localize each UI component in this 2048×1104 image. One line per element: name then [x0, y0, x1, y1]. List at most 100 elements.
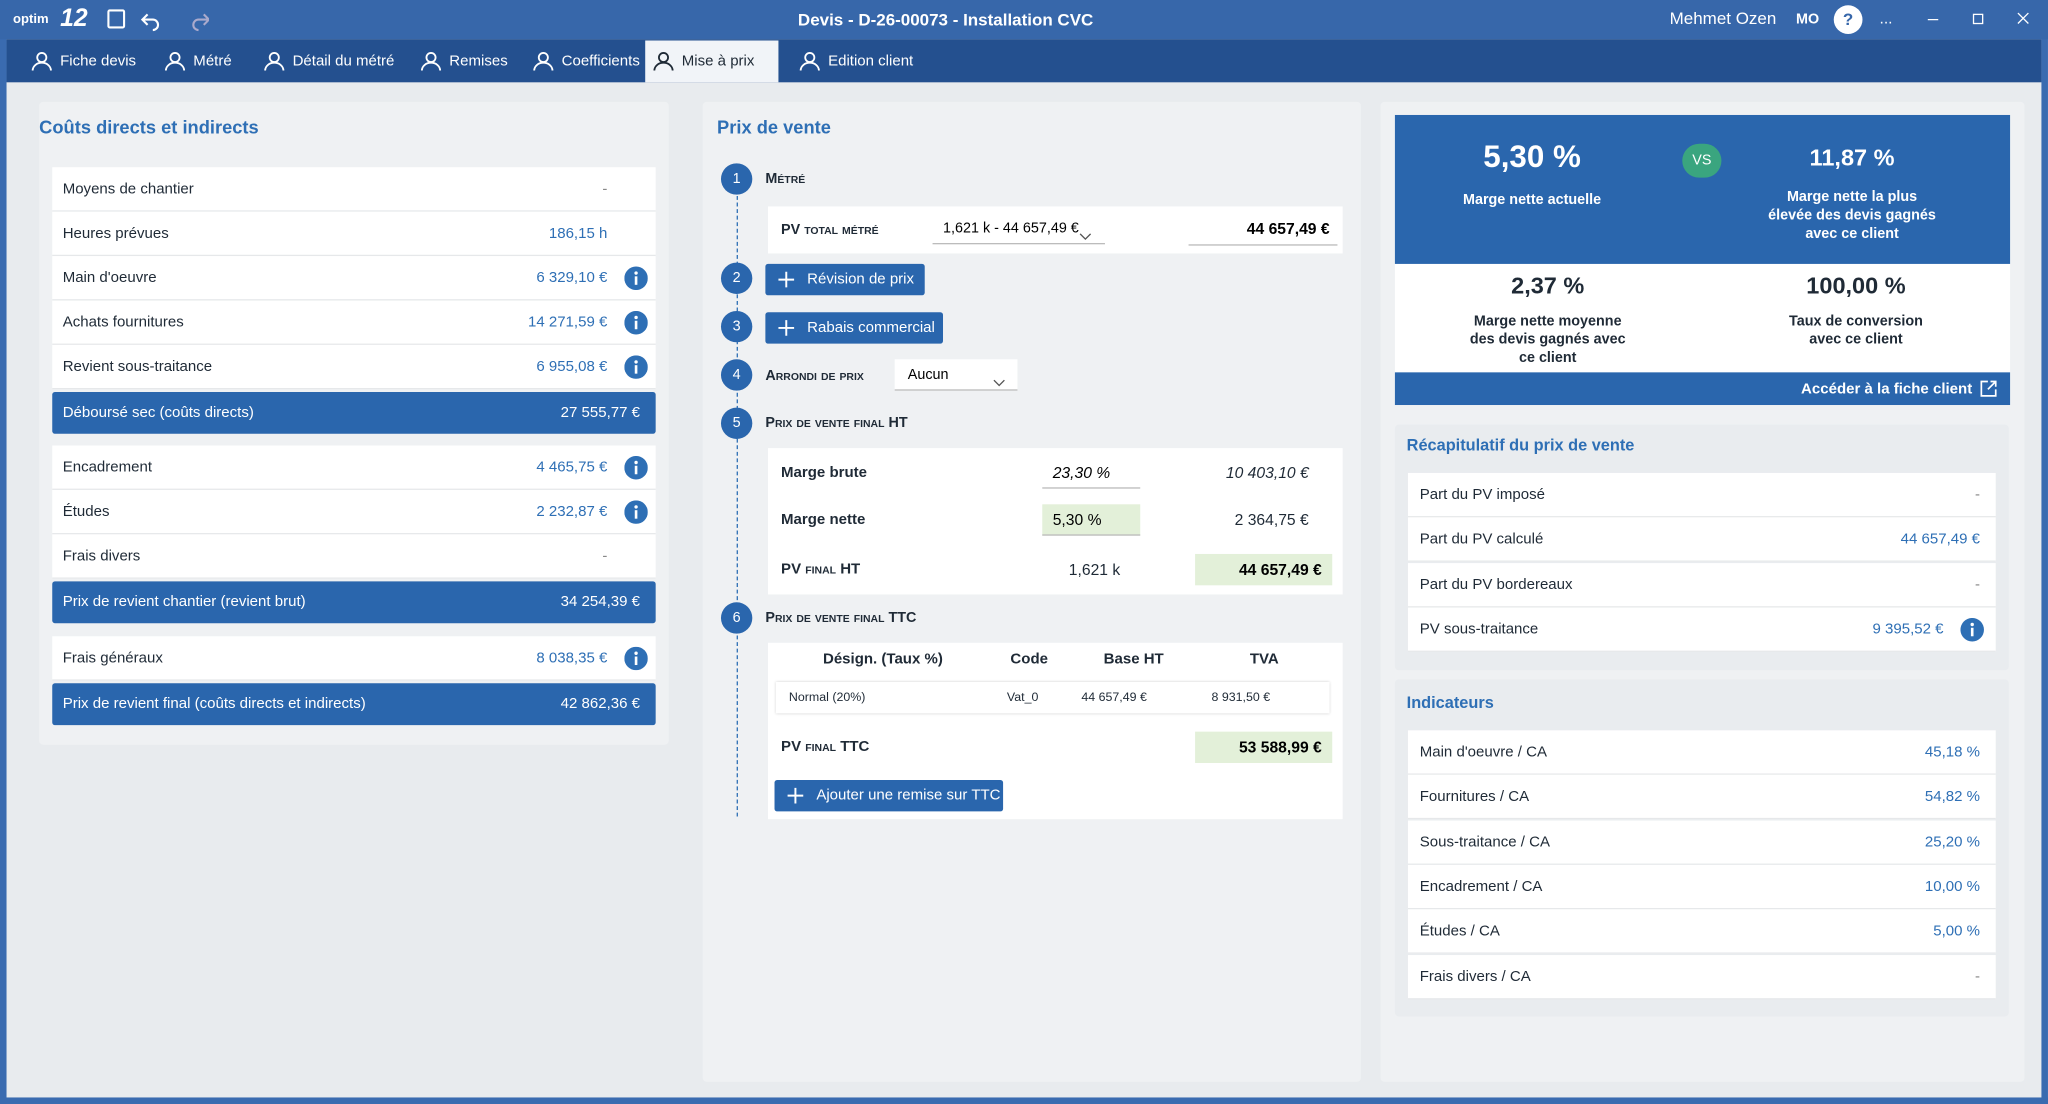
cost-row [52, 445, 656, 490]
tab[interactable]: Coefficients [525, 41, 640, 83]
row-value: 10,00 % [1924, 879, 1981, 895]
section-title: Prix de vente [717, 116, 831, 138]
tab-icon [653, 51, 674, 72]
tab[interactable]: Fiche devis [24, 41, 147, 83]
row-label: Encadrement / CA [1419, 879, 1543, 895]
tab-label: Détail du métré [292, 53, 395, 70]
row-input: 1,621 k [1068, 560, 1121, 579]
button[interactable]: Ajouter une remise sur TTC [774, 779, 1004, 812]
plus-icon [777, 270, 795, 288]
tab-icon [533, 51, 554, 72]
info-icon[interactable] [624, 310, 648, 335]
tab-icon [799, 51, 820, 72]
tab-icon [31, 51, 52, 72]
chevron [993, 371, 1006, 387]
dropdown[interactable]: Aucun [894, 359, 1018, 391]
row-label: Frais divers / CA [1419, 968, 1531, 985]
dropdown[interactable]: 1,621 k - 44 657,49 € [932, 212, 1105, 245]
info-icon[interactable] [1960, 617, 1984, 642]
kpi-value: 11,87 % [1809, 144, 1895, 171]
cost-row [52, 489, 656, 535]
info-icon[interactable] [624, 266, 648, 291]
window-title: Devis - D-26-00073 - Installation CVC [797, 9, 1094, 30]
button-label: Rabais commercial [807, 320, 935, 336]
total-row [52, 391, 656, 434]
link-bar[interactable] [1394, 372, 2011, 406]
table-header: TVA [1249, 651, 1279, 668]
total-label: Déboursé sec (coûts directs) [62, 405, 254, 421]
tab[interactable]: Remises [413, 41, 517, 83]
row-value: 54,82 % [1924, 789, 1981, 806]
tab[interactable]: Mise à prix [645, 40, 779, 83]
field-label: PV total métré [781, 222, 879, 238]
cost-row [52, 636, 656, 681]
step-line [736, 195, 738, 817]
row-value: - [1975, 576, 1981, 593]
tab-label: Métré [193, 53, 232, 70]
step-number: 5 [720, 407, 753, 439]
total-row [52, 683, 656, 726]
info-icon[interactable] [624, 500, 648, 524]
table-cell: 8 931,50 € [1211, 690, 1271, 705]
kpi-header [1394, 114, 2011, 264]
tab[interactable]: Métré [157, 41, 248, 83]
table-header: Désign. (Taux %) [822, 651, 943, 668]
row-label: Moyens de chantier [62, 181, 194, 198]
tab-label: Mise à prix [681, 53, 755, 70]
row-label: Études / CA [1419, 923, 1500, 940]
total-value: 34 254,39 € [560, 594, 640, 611]
cost-row [52, 211, 656, 257]
row-label: Encadrement [62, 459, 153, 476]
list-row [1407, 607, 1996, 652]
input-field[interactable]: 23,30 % [1042, 457, 1141, 489]
row-label: PV final HT [781, 561, 861, 578]
tab[interactable]: Edition client [791, 41, 916, 83]
logo: optim [13, 12, 49, 27]
row-label: PV sous-traitance [1419, 621, 1539, 638]
info-icon[interactable] [624, 355, 648, 379]
info-icon[interactable] [624, 455, 648, 480]
row-value: 6 955,08 € [536, 359, 608, 375]
total-label: PV final TTC [781, 739, 870, 756]
section-title: Récapitulatif du prix de vente [1406, 436, 1635, 455]
table-cell: Vat_0 [1006, 690, 1039, 705]
row-value: 44 657,49 € [1900, 532, 1981, 548]
row-label: Part du PV bordereaux [1419, 576, 1573, 593]
row-value: - [602, 548, 608, 565]
window-controls [1920, 8, 2038, 32]
step-label: Prix de vente final HT [765, 415, 908, 432]
value-field[interactable]: 44 657,49 € [1188, 211, 1338, 246]
total-label: Prix de revient final (coûts directs et … [62, 696, 366, 713]
tab-label: Coefficients [561, 53, 640, 70]
total-label: Prix de revient chantier (revient brut) [62, 594, 306, 611]
total-value: 27 555,77 € [560, 405, 640, 421]
button[interactable]: Révision de prix [765, 263, 925, 296]
cost-row [52, 534, 656, 579]
step-label: Arrondi de prix [765, 368, 864, 385]
row-label: Fournitures / CA [1419, 789, 1530, 806]
step-number: 6 [720, 602, 753, 634]
user-initials: MO [1796, 11, 1820, 28]
row-value: - [602, 181, 608, 198]
value-field: 53 588,99 € [1195, 731, 1333, 763]
input-field[interactable]: 5,30 % [1042, 504, 1141, 536]
tab[interactable]: Détail du métré [256, 41, 408, 83]
cost-row [52, 344, 656, 390]
row-value: 4 465,75 € [536, 459, 608, 476]
cost-row [52, 167, 656, 212]
step-number: 1 [720, 163, 753, 195]
row-value: 2 364,75 € [1234, 510, 1309, 530]
list-row [1407, 775, 1996, 820]
list-row [1407, 562, 1996, 607]
step-number: 3 [720, 310, 753, 343]
info-icon[interactable] [624, 646, 648, 671]
list-row [1407, 819, 1996, 865]
button[interactable]: Rabais commercial [765, 312, 944, 344]
row-label: Frais divers [62, 548, 141, 565]
button-label: Ajouter une remise sur TTC [816, 787, 1001, 804]
kpi-value: 2,37 % [1511, 272, 1585, 299]
step-label: Métré [765, 171, 806, 187]
section-title: Indicateurs [1406, 693, 1494, 713]
help-button[interactable]: ? [1833, 5, 1863, 34]
